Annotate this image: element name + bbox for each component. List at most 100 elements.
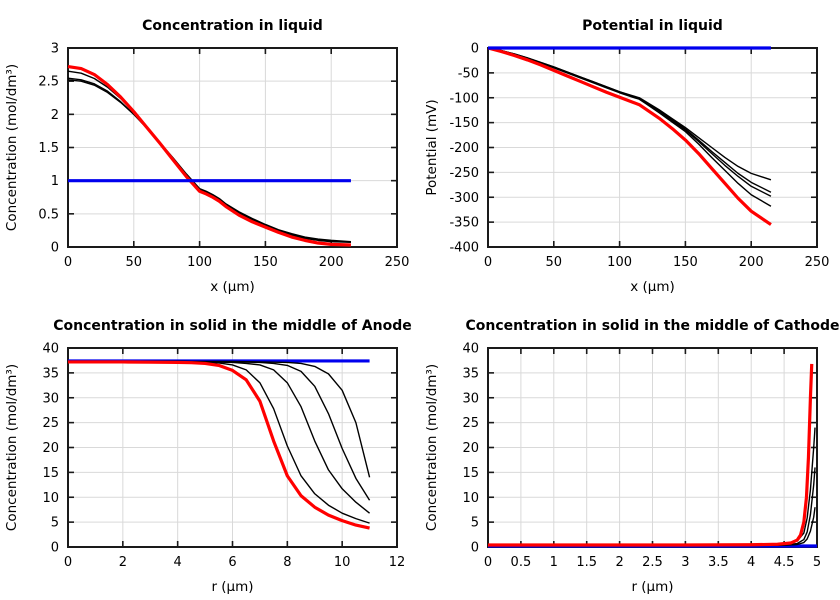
y-tick-label: -400 [449,241,479,256]
x-tick-label: 8 [283,555,291,570]
y-axis-label: Concentration (mol/dm³) [424,364,440,531]
chart-concentration-solid-cathode: 0 0.5 1 1.5 2 2.5 3 3.5 4 4.5 5 0 5 10 15 20 25 30 35 40 Con… [420,300,840,600]
y-tick-label: 25 [42,416,59,431]
chart-potential-in-liquid: 0 50 100 150 200 250 0 -50 -100 -150 -200 -250 -300 -… [420,0,840,300]
grid [487,47,818,248]
x-tick-label: 0 [484,555,492,570]
x-tick-label: 1 [550,555,558,570]
x-tick-label: 0 [484,255,492,270]
y-tick-label: 20 [462,441,479,456]
y-tick-label: 2.5 [38,75,59,90]
plot-concentration-solid-cathode: 0 0.5 1 1.5 2 2.5 3 3.5 4 4.5 5 0 5 10 15 20 25 30 35 40 Con… [424,318,840,595]
grid [67,347,398,548]
chart-title: Concentration in liquid [142,18,323,34]
chart-title: Potential in liquid [582,18,723,34]
series-final-red-line [67,64,351,247]
y-tick-label: -300 [449,191,479,206]
tick-marks [67,347,398,548]
series-time-4-black-line [487,47,772,207]
series-time-2-black-line [487,47,772,193]
x-tick-label: 250 [385,255,410,270]
x-tick-label: 0 [64,555,72,570]
x-tick-label: 0.5 [511,555,532,570]
y-tick-label: -250 [449,166,479,181]
y-tick-label: 0 [51,541,59,556]
tick-marks [487,47,818,248]
y-tick-label: 25 [462,416,479,431]
x-axis-label: x (µm) [630,279,675,295]
series-final-red-line [68,360,370,530]
y-tick-label: 3 [51,42,59,57]
grid [487,347,818,548]
x-tick-label: 200 [319,255,344,270]
plot-concentration-solid-anode: 0 2 4 6 8 10 12 0 5 10 15 20 25 30 35 40 Concentration i… [4,318,412,595]
x-tick-label: 12 [389,555,406,570]
x-tick-label: 1.5 [576,555,597,570]
y-tick-label: 30 [42,391,59,406]
x-tick-label: 0 [64,255,72,270]
series-final-red-line [488,363,814,547]
y-axis-label: Potential (mV) [424,99,440,195]
x-tick-label: 4 [174,555,182,570]
x-tick-label: 3.5 [708,555,729,570]
x-axis-label: x (µm) [210,279,255,295]
y-tick-label: 5 [471,516,479,531]
y-tick-label: 1.5 [38,141,59,156]
y-tick-label: 35 [462,366,479,381]
plot-potential-in-liquid: 0 50 100 150 200 250 0 -50 -100 -150 -200 -250 -300 -… [424,18,830,295]
x-tick-label: 2 [119,555,127,570]
chart-concentration-in-liquid: 0 50 100 150 200 250 0 0.5 1 1.5 2 2.5 3 Concentratio… [0,0,420,300]
y-tick-label: -200 [449,141,479,156]
y-tick-label: 40 [462,342,479,357]
y-tick-label: 0.5 [38,207,59,222]
x-tick-label: 150 [673,255,698,270]
y-tick-label: 40 [42,342,59,357]
y-tick-label: 0 [471,42,479,57]
x-axis-label: r (µm) [211,579,253,595]
y-tick-label: -50 [458,66,479,81]
x-tick-label: 250 [805,255,830,270]
series-time-1-black-line [487,47,772,181]
y-tick-label: 1 [51,174,59,189]
x-tick-label: 4 [747,555,755,570]
x-tick-label: 150 [253,255,278,270]
y-tick-label: 0 [51,241,59,256]
y-tick-label: 15 [42,466,59,481]
series-time-3-black-line [68,360,371,514]
series-time-2-black-line [68,360,371,501]
y-tick-label: 0 [471,541,479,556]
y-tick-label: 15 [462,466,479,481]
series-final-red-line [487,46,772,226]
x-tick-label: 5 [813,555,821,570]
x-tick-label: 100 [607,255,632,270]
x-axis-label: r (µm) [631,579,673,595]
y-axis-label: Concentration (mol/dm³) [4,64,20,231]
y-tick-label: -100 [449,91,479,106]
chart-title: Concentration in solid in the middle of … [53,318,411,334]
x-tick-label: 50 [126,255,143,270]
series-time-1-black-line [488,507,816,547]
series-time-3-black-line [488,427,816,547]
chart-concentration-solid-anode: 0 2 4 6 8 10 12 0 5 10 15 20 25 30 35 40 Concentration i… [0,300,420,600]
x-tick-label: 2.5 [642,555,663,570]
y-tick-label: 10 [42,491,59,506]
x-tick-label: 10 [334,555,351,570]
x-tick-label: 200 [739,255,764,270]
y-tick-label: -350 [449,216,479,231]
chart-title: Concentration in solid in the middle of … [465,318,839,334]
series-time-3-black-line [67,70,351,244]
grid [67,47,398,248]
y-tick-label: 20 [42,441,59,456]
series-time-2-black-line [67,77,351,243]
series-time-1-black-line [67,79,351,243]
y-axis-label: Concentration (mol/dm³) [4,364,20,531]
y-tick-label: 10 [462,491,479,506]
x-tick-label: 6 [228,555,236,570]
x-tick-label: 2 [615,555,623,570]
x-tick-label: 100 [187,255,212,270]
x-tick-label: 3 [681,555,689,570]
y-tick-label: -150 [449,116,479,131]
x-tick-label: 4.5 [774,555,795,570]
series-time-2-black-line [488,467,816,547]
y-tick-label: 5 [51,516,59,531]
